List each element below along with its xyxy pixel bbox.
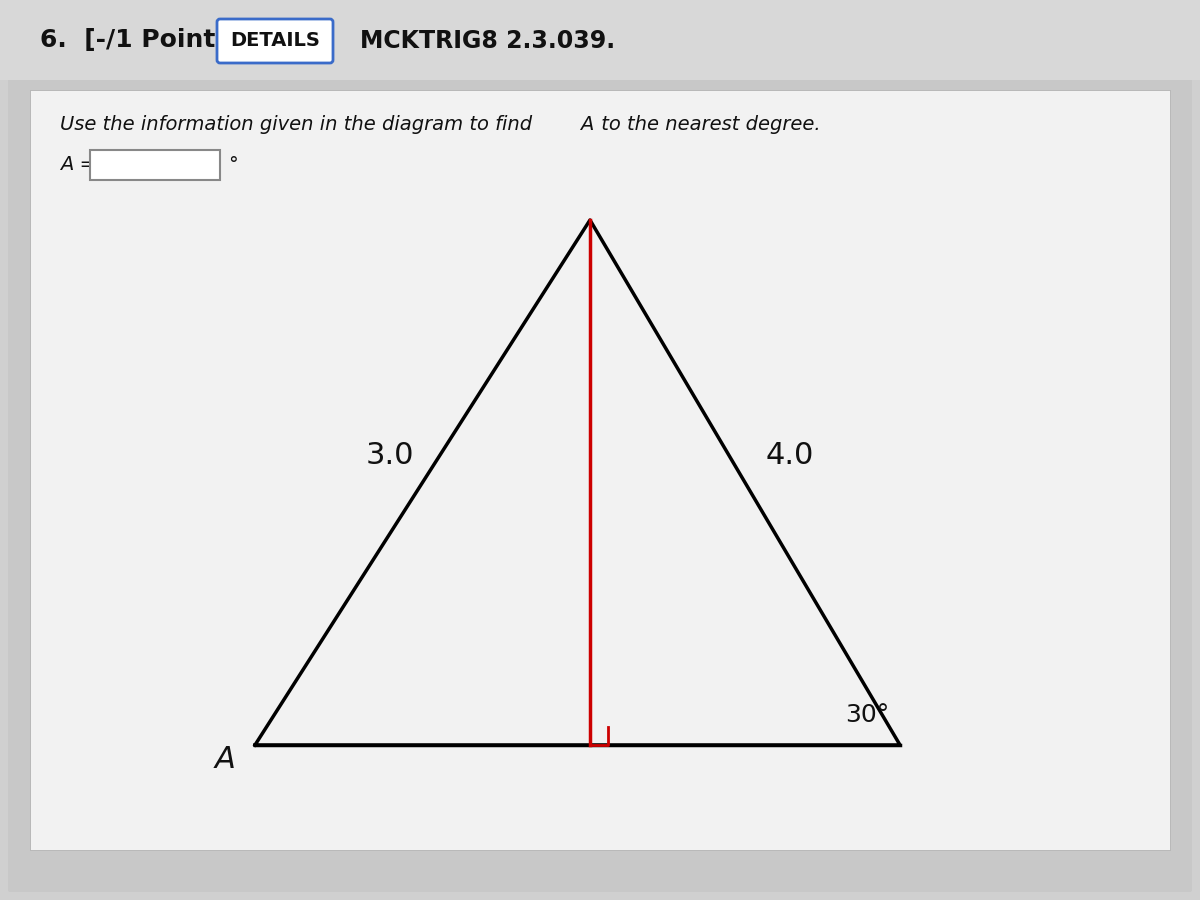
Text: A: A — [580, 115, 593, 134]
Text: 30°: 30° — [845, 703, 889, 727]
Text: DETAILS: DETAILS — [230, 32, 320, 50]
Bar — [90, 150, 220, 180]
Text: MCKTRIG8 2.3.039.: MCKTRIG8 2.3.039. — [360, 29, 616, 53]
Text: 6.  [-/1 Points]: 6. [-/1 Points] — [40, 28, 241, 52]
Bar — [30, 90, 1170, 850]
Text: A =: A = — [60, 156, 102, 175]
FancyBboxPatch shape — [217, 19, 334, 63]
Text: 3.0: 3.0 — [366, 440, 414, 470]
Text: °: ° — [228, 156, 238, 175]
Text: Use the information given in the diagram to find: Use the information given in the diagram… — [60, 115, 539, 134]
Text: A: A — [215, 745, 235, 775]
Bar — [0, 0, 1200, 80]
FancyBboxPatch shape — [8, 8, 1192, 892]
Text: to the nearest degree.: to the nearest degree. — [595, 115, 821, 134]
Text: 4.0: 4.0 — [766, 440, 814, 470]
